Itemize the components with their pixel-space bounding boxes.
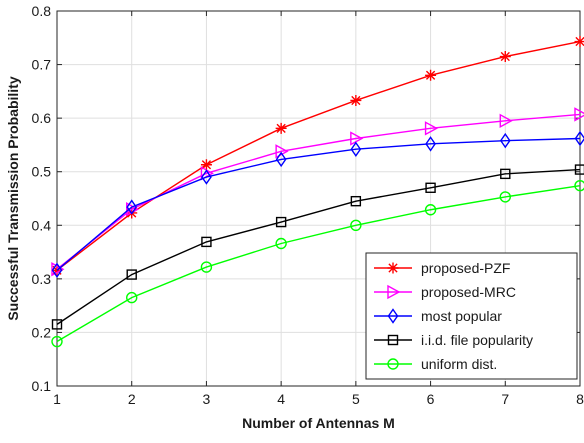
y-tick-label: 0.4 <box>32 217 52 233</box>
y-tick-label: 0.6 <box>32 110 52 126</box>
data-point <box>425 70 436 81</box>
data-point <box>575 36 584 47</box>
legend-item: most popular <box>374 308 502 324</box>
y-tick-label: 0.2 <box>32 324 52 340</box>
x-tick-label: 5 <box>352 391 360 407</box>
x-tick-label: 6 <box>427 391 435 407</box>
y-tick-label: 0.7 <box>32 57 52 73</box>
legend: proposed-PZF proposed-MRC most popular i.i.… <box>366 253 577 379</box>
series-line <box>57 42 580 271</box>
data-point <box>500 51 511 62</box>
x-tick-label: 2 <box>128 391 136 407</box>
legend-label: proposed-MRC <box>421 284 516 300</box>
series-line <box>57 114 580 269</box>
legend-label: i.i.d. file popularity <box>421 332 533 348</box>
legend-swatch-marker <box>388 263 399 274</box>
x-axis-label: Number of Antennas M <box>242 415 395 431</box>
legend-item: uniform dist. <box>374 356 497 372</box>
x-tick-label: 3 <box>203 391 211 407</box>
data-point <box>350 95 361 106</box>
legend-label: proposed-PZF <box>421 260 510 276</box>
data-point <box>276 123 287 134</box>
legend-label: uniform dist. <box>421 356 497 372</box>
x-tick-label: 1 <box>53 391 61 407</box>
y-tick-label: 0.1 <box>32 378 52 394</box>
y-tick-label: 0.8 <box>32 3 52 19</box>
legend-label: most popular <box>421 308 502 324</box>
x-tick-label: 4 <box>277 391 285 407</box>
y-axis-label: Successful Transmission Probability <box>5 76 21 321</box>
y-tick-label: 0.3 <box>32 271 52 287</box>
x-tick-label: 7 <box>501 391 509 407</box>
y-tick-label: 0.5 <box>32 164 52 180</box>
series-line <box>57 139 580 271</box>
x-tick-label: 8 <box>576 391 584 407</box>
